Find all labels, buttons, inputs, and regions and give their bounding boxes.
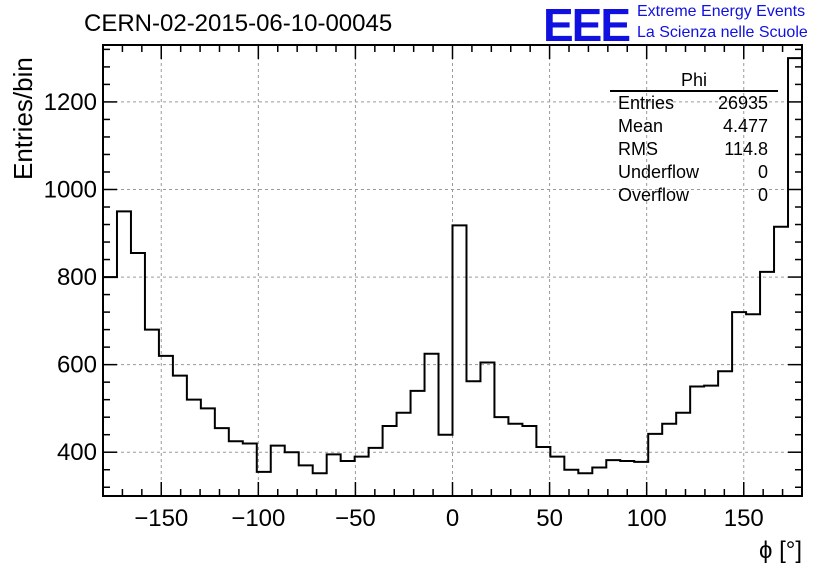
stats-row-entries: Entries 26935 — [610, 92, 778, 115]
histogram-bin — [648, 434, 662, 496]
histogram-bin — [243, 443, 257, 496]
histogram-bin — [187, 400, 201, 496]
x-tick-label: 0 — [446, 505, 459, 532]
histogram-bin — [145, 330, 159, 496]
histogram-bin — [397, 413, 411, 496]
histogram-outline — [103, 57, 802, 475]
logo-line-2: La Scienza nelle Scuole — [637, 24, 808, 41]
stats-label: Underflow — [618, 162, 700, 182]
histogram-bin — [550, 457, 564, 496]
stats-value: 26935 — [717, 93, 768, 113]
y-axis-label: Entries/bin — [8, 57, 38, 180]
histogram-bin — [564, 470, 578, 496]
histogram-bin — [508, 424, 522, 496]
histogram-bin — [494, 417, 508, 496]
histogram-bin — [662, 424, 676, 496]
histogram-bin — [341, 461, 355, 496]
histogram-bin — [355, 457, 369, 496]
histogram-bin — [536, 447, 550, 496]
y-tick-label: 800 — [57, 264, 97, 291]
histogram-bin — [466, 381, 480, 496]
stats-value: 114.8 — [724, 139, 768, 159]
stats-label: RMS — [618, 139, 658, 159]
histogram-bin — [383, 426, 397, 496]
y-tick-label: 600 — [57, 352, 97, 379]
histogram-bin — [313, 473, 327, 496]
stats-value: 0 — [757, 162, 768, 182]
x-tick-label: 100 — [627, 505, 667, 532]
axes: −150 −100 −50 0 50 100 150 400 600 800 1000 1200 — [44, 44, 803, 532]
histogram-bin — [774, 227, 788, 496]
stats-label: Mean — [618, 116, 664, 136]
stats-label: Entries — [618, 93, 675, 113]
histogram-bin — [201, 408, 215, 496]
histogram-bin — [676, 413, 690, 496]
histogram-bin — [369, 448, 383, 496]
histogram-bars — [103, 57, 802, 496]
x-tick-label: −100 — [231, 505, 285, 532]
histogram-bin — [592, 468, 606, 496]
logo-line-1: Extreme Energy Events — [637, 3, 806, 20]
histogram-bin — [425, 354, 439, 496]
histogram-bin — [718, 371, 732, 496]
histogram-bin — [732, 312, 746, 496]
histogram-bin — [704, 386, 718, 496]
y-tick-label: 400 — [57, 439, 97, 466]
stats-row-underflow: Underflow 0 — [610, 161, 778, 184]
histogram-bin — [229, 441, 243, 496]
stats-row-rms: RMS 114.8 — [610, 138, 778, 161]
y-tick-label: 1000 — [44, 176, 97, 203]
eee-logo: EEE — [543, 0, 631, 51]
histogram-bin — [690, 387, 704, 496]
histogram-bin — [215, 428, 229, 496]
histogram-bin — [411, 391, 425, 496]
histogram-bin — [746, 314, 760, 496]
histogram-bin — [453, 225, 467, 496]
x-tick-label: 50 — [536, 505, 563, 532]
stats-box: Phi Entries 26935 Mean 4.477 RMS 114.8 Unde… — [610, 70, 778, 207]
histogram-bin — [480, 362, 494, 496]
histogram-bin — [173, 376, 187, 496]
plot-title: CERN-02-2015-06-10-00045 — [84, 10, 393, 37]
stats-row-mean: Mean 4.477 — [610, 115, 778, 138]
histogram-bin — [271, 446, 285, 496]
stats-label: Overflow — [618, 185, 690, 205]
histogram-bin — [522, 426, 536, 496]
stats-title: Phi — [610, 70, 778, 92]
histogram-bin — [578, 473, 592, 496]
histogram-bin — [299, 465, 313, 496]
histogram-bin — [131, 253, 145, 496]
histogram-bin — [760, 272, 774, 496]
histogram-bin — [159, 356, 173, 496]
x-tick-label: −50 — [335, 505, 376, 532]
x-tick-label: 150 — [724, 505, 764, 532]
y-tick-label: 1200 — [44, 89, 97, 116]
histogram-bin — [327, 454, 341, 496]
x-tick-label: −150 — [134, 505, 188, 532]
x-axis-label: ϕ [°] — [759, 537, 802, 564]
histogram-bin — [439, 435, 453, 496]
stats-value: 0 — [757, 185, 768, 205]
stats-value: 4.477 — [722, 116, 768, 136]
histogram-bin — [103, 277, 117, 496]
histogram-bin — [117, 211, 131, 496]
stats-row-overflow: Overflow 0 — [610, 184, 778, 207]
